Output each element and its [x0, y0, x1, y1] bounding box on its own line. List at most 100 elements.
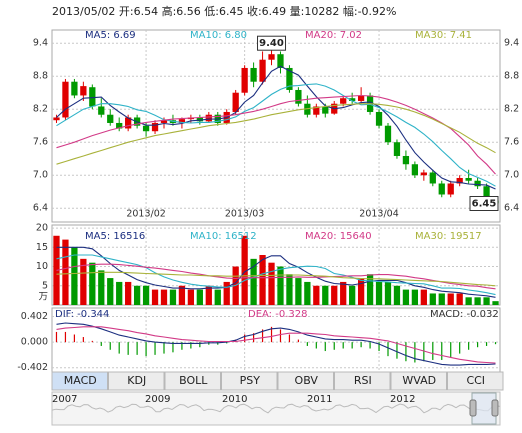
annotation-box	[257, 35, 287, 51]
volume-bar	[402, 289, 410, 305]
annotation-label: 9.40	[259, 38, 284, 49]
candle-body	[89, 87, 96, 107]
candle-body	[268, 54, 275, 60]
candle-body	[98, 106, 105, 115]
volume-bar	[107, 278, 114, 305]
volume-bar	[187, 289, 195, 305]
indicator-tab[interactable]	[51, 371, 108, 391]
volume-bar	[223, 281, 230, 305]
candle-body	[483, 186, 490, 197]
legend-entry: MA20: 7.02	[305, 30, 362, 41]
volume-bar	[366, 274, 374, 305]
y-tick-label: 6.4	[33, 203, 48, 214]
indicator-tab[interactable]	[277, 371, 334, 391]
volume-bar	[322, 285, 329, 305]
indicator-tab-label[interactable]: RSI	[354, 374, 372, 387]
macd-legend: MACD: -0.032	[430, 309, 499, 320]
indicator-tab[interactable]	[108, 371, 165, 391]
indicator-tab[interactable]	[164, 371, 221, 391]
volume-bar	[116, 281, 123, 305]
volume-bar	[98, 270, 105, 305]
navigator-year: 2011	[307, 394, 332, 405]
candle-body	[411, 164, 419, 176]
volume-bar	[133, 285, 141, 305]
legend-entry: DIF: -0.344	[55, 309, 109, 320]
candle-body	[340, 98, 347, 104]
y-tick-label: 10	[36, 261, 48, 272]
legend-entry: MA5: 6.69	[85, 30, 136, 41]
ma-line	[56, 326, 496, 364]
volume-bar	[277, 266, 284, 305]
indicator-tab-label[interactable]: MACD	[64, 374, 97, 387]
volume-bar	[331, 285, 338, 305]
candle-body	[205, 114, 212, 122]
annotation-label: 6.45	[472, 198, 497, 209]
indicator-tab[interactable]	[221, 371, 278, 391]
volume-bar	[160, 289, 168, 305]
volume-bar	[250, 258, 257, 305]
volume-bar	[456, 293, 463, 305]
ma-line	[56, 83, 496, 187]
y-tick-label: 8.8	[33, 71, 48, 82]
indicator-tab-label[interactable]: WVAD	[402, 374, 436, 387]
navigator	[51, 391, 501, 426]
legend-entry: MA30: 19517	[415, 231, 482, 242]
candle-body	[286, 67, 293, 90]
ma-line	[56, 271, 496, 287]
volume-bar	[492, 301, 499, 305]
volume-bar	[411, 289, 419, 305]
volume-bar	[375, 281, 383, 305]
indicator-tab-label[interactable]: PSY	[240, 374, 261, 387]
volume-bar	[196, 289, 203, 305]
volume-bar	[429, 293, 436, 305]
volume-bar	[447, 293, 454, 305]
ma-line	[56, 254, 496, 296]
volume-bar	[304, 281, 311, 305]
volume-bar	[151, 289, 159, 305]
indicator-tab[interactable]	[390, 371, 447, 391]
volume-bar	[178, 285, 186, 305]
indicator-tab[interactable]	[334, 371, 391, 391]
candle-body	[384, 125, 392, 143]
navigator-handle-right[interactable]	[491, 399, 499, 417]
volume-bar	[259, 255, 266, 305]
volume-bar	[205, 285, 212, 305]
indicator-tab-label[interactable]: BOLL	[179, 374, 208, 387]
y-tick-label: 7.6	[33, 137, 48, 148]
y-tick-label: 9.4	[33, 38, 48, 49]
y-tick-label: 20	[36, 223, 48, 234]
volume-bar	[71, 247, 78, 305]
volume-bar	[142, 285, 150, 305]
indicator-tab-label[interactable]: CCI	[466, 374, 485, 387]
volume-bar	[438, 293, 445, 305]
indicator-tab-label[interactable]: KDJ	[127, 374, 146, 387]
y-tick-label: 8.2	[33, 104, 48, 115]
legend-entry: DEA: -0.328	[248, 309, 307, 320]
candle-body	[107, 114, 114, 123]
indicator-tab-label[interactable]: OBV	[295, 374, 319, 387]
unit-label: 万	[38, 292, 48, 303]
navigator-year: 2009	[145, 394, 170, 405]
ma-line	[56, 65, 496, 190]
y-tick-label: 0.402	[21, 311, 48, 322]
ma-line	[56, 322, 496, 366]
volume-bar	[349, 285, 356, 305]
candle-body	[232, 92, 239, 112]
candle-body	[160, 120, 168, 123]
candle-body	[250, 67, 257, 82]
navigator-handle-left[interactable]	[469, 399, 477, 417]
volume-bar	[169, 289, 177, 305]
legend-entry: MA10: 16512	[190, 231, 257, 242]
volume-bar	[214, 289, 221, 305]
candle-body	[349, 98, 356, 101]
x-tick-label: 2013/04	[359, 209, 398, 220]
volume-bar	[53, 235, 60, 305]
legend-entry: MA10: 6.80	[190, 30, 247, 41]
volume-bar	[483, 297, 490, 305]
volume-bar	[340, 281, 347, 305]
y-tick-label: 0.000	[21, 337, 48, 348]
y-tick-label-right: 8.2	[504, 104, 519, 115]
candle-body	[474, 180, 481, 187]
candle-body	[465, 177, 472, 181]
indicator-tab[interactable]	[447, 371, 504, 391]
